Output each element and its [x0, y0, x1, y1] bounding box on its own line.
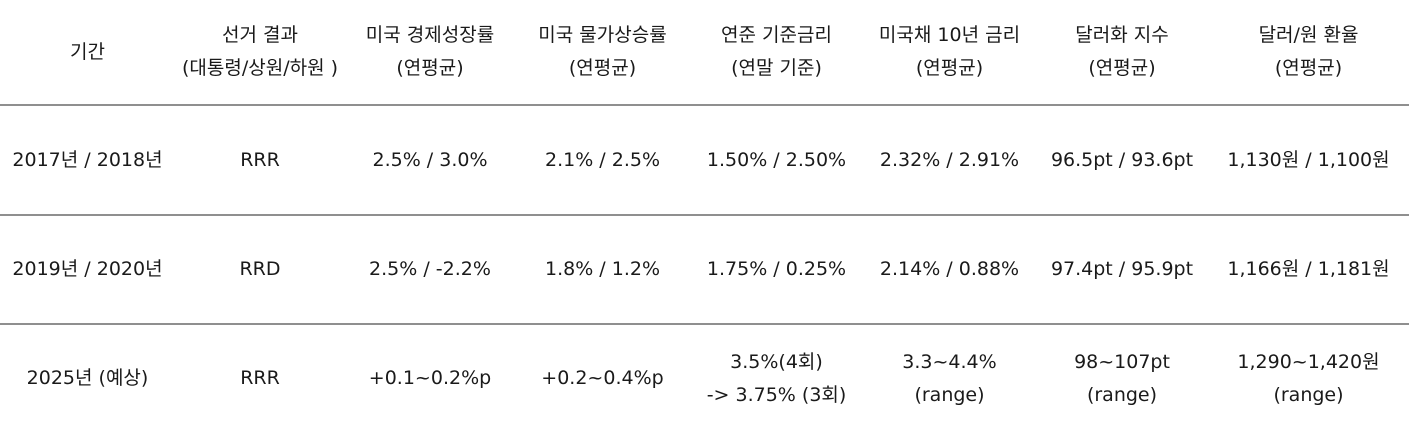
header-divider [0, 104, 1409, 106]
cell-usd-krw: 1,290~1,420원 (range) [1208, 325, 1409, 432]
table-row: 2025년 (예상) RRR +0.1~0.2%p +0.2~0.4%p 3.5… [0, 325, 1409, 432]
cell-us-inflation: +0.2~0.4%p [515, 325, 690, 432]
cell-text: 2025년 (예상) [26, 367, 149, 389]
cell-text: 2019년 / 2020년 [12, 258, 163, 280]
cell-fed-rate: 3.5%(4회) -> 3.75% (3회) [690, 325, 863, 432]
cell-dollar-index: 97.4pt / 95.9pt [1036, 216, 1208, 323]
cell-text: 1.8% / 1.2% [544, 258, 661, 280]
cell-us-growth: 2.5% / 3.0% [345, 106, 515, 214]
header-line: 미국 경제성장률 [365, 24, 495, 46]
cell-text: 2.32% / 2.91% [879, 148, 1020, 171]
table-row: 2019년 / 2020년 RRD 2.5% / -2.2% 1.8% / 1.… [0, 216, 1409, 323]
cell-text: 1.50% / 2.50% [706, 148, 847, 171]
cell-fed-rate: 1.75% / 0.25% [690, 216, 863, 323]
cell-text: 1,130원 / 1,100원 [1227, 148, 1390, 171]
cell-us-10y-yield: 2.14% / 0.88% [863, 216, 1036, 323]
cell-text: 1,290~1,420원 [1237, 350, 1380, 373]
header-us-10y-yield: 미국채 10년 금리 (연평균) [863, 0, 1036, 104]
header-subline: (연평균) [915, 57, 984, 79]
cell-period: 2025년 (예상) [0, 325, 175, 432]
cell-usd-krw: 1,130원 / 1,100원 [1208, 106, 1409, 214]
cell-text: 2.1% / 2.5% [544, 148, 661, 171]
header-us-inflation: 미국 물가상승률 (연평균) [515, 0, 690, 104]
cell-text: +0.1~0.2%p [368, 367, 492, 389]
header-line: 연준 기준금리 [721, 24, 832, 46]
cell-us-10y-yield: 2.32% / 2.91% [863, 106, 1036, 214]
header-subline: (연평균) [1274, 57, 1343, 79]
cell-period: 2017년 / 2018년 [0, 106, 175, 214]
cell-text: 97.4pt / 95.9pt [1050, 258, 1194, 280]
cell-election-result: RRR [175, 106, 345, 214]
header-period: 기간 [0, 0, 175, 104]
cell-text: 3.5%(4회) [730, 350, 823, 373]
header-subline: (연평균) [1088, 57, 1156, 79]
header-row: 기간 선거 결과 (대통령/상원/하원 ) 미국 경제성장률 (연평균) 미국 … [0, 0, 1409, 104]
row-divider [0, 323, 1409, 325]
cell-subtext: (range) [914, 383, 985, 406]
cell-subtext: -> 3.75% (3회) [706, 383, 847, 406]
cell-text: RRR [240, 148, 280, 171]
cell-election-result: RRD [175, 216, 345, 323]
cell-text: RRR [240, 367, 280, 389]
header-usd-krw: 달러/원 환율 (연평균) [1208, 0, 1409, 104]
cell-fed-rate: 1.50% / 2.50% [690, 106, 863, 214]
cell-us-inflation: 2.1% / 2.5% [515, 106, 690, 214]
header-line: 달러화 지수 [1075, 24, 1169, 46]
header-line: 선거 결과 [222, 24, 298, 46]
cell-text: 1,166원 / 1,181원 [1227, 258, 1390, 280]
cell-period: 2019년 / 2020년 [0, 216, 175, 323]
header-us-growth: 미국 경제성장률 (연평균) [345, 0, 515, 104]
header-subline: (연평균) [568, 57, 637, 79]
cell-text: 2.5% / -2.2% [369, 258, 491, 280]
cell-text: 1.75% / 0.25% [706, 258, 847, 280]
header-subline: (대통령/상원/하원 ) [181, 57, 339, 79]
cell-text: 2.5% / 3.0% [372, 148, 488, 171]
header-line: 달러/원 환율 [1258, 24, 1359, 46]
header-election-result: 선거 결과 (대통령/상원/하원 ) [175, 0, 345, 104]
header-dollar-index: 달러화 지수 (연평균) [1036, 0, 1208, 104]
cell-dollar-index: 98~107pt (range) [1036, 325, 1208, 432]
cell-election-result: RRR [175, 325, 345, 432]
cell-usd-krw: 1,166원 / 1,181원 [1208, 216, 1409, 323]
cell-text: 2017년 / 2018년 [12, 148, 163, 171]
cell-text: 98~107pt [1074, 350, 1170, 373]
cell-us-growth: 2.5% / -2.2% [345, 216, 515, 323]
cell-text: +0.2~0.4%p [541, 367, 664, 389]
cell-text: 3.3~4.4% [902, 350, 997, 373]
cell-text: RRD [239, 258, 281, 280]
header-line: 기간 [70, 40, 105, 63]
cell-text: 96.5pt / 93.6pt [1050, 148, 1194, 171]
cell-us-growth: +0.1~0.2%p [345, 325, 515, 432]
header-line: 미국채 10년 금리 [878, 24, 1021, 46]
cell-subtext: (range) [1273, 383, 1344, 406]
header-subline: (연말 기준) [731, 57, 822, 79]
header-line: 미국 물가상승률 [538, 24, 667, 46]
row-divider [0, 214, 1409, 216]
table-row: 2017년 / 2018년 RRR 2.5% / 3.0% 2.1% / 2.5… [0, 106, 1409, 214]
cell-us-inflation: 1.8% / 1.2% [515, 216, 690, 323]
cell-subtext: (range) [1086, 383, 1158, 406]
header-fed-rate: 연준 기준금리 (연말 기준) [690, 0, 863, 104]
header-subline: (연평균) [396, 57, 464, 79]
cell-dollar-index: 96.5pt / 93.6pt [1036, 106, 1208, 214]
cell-us-10y-yield: 3.3~4.4% (range) [863, 325, 1036, 432]
cell-text: 2.14% / 0.88% [879, 258, 1020, 280]
